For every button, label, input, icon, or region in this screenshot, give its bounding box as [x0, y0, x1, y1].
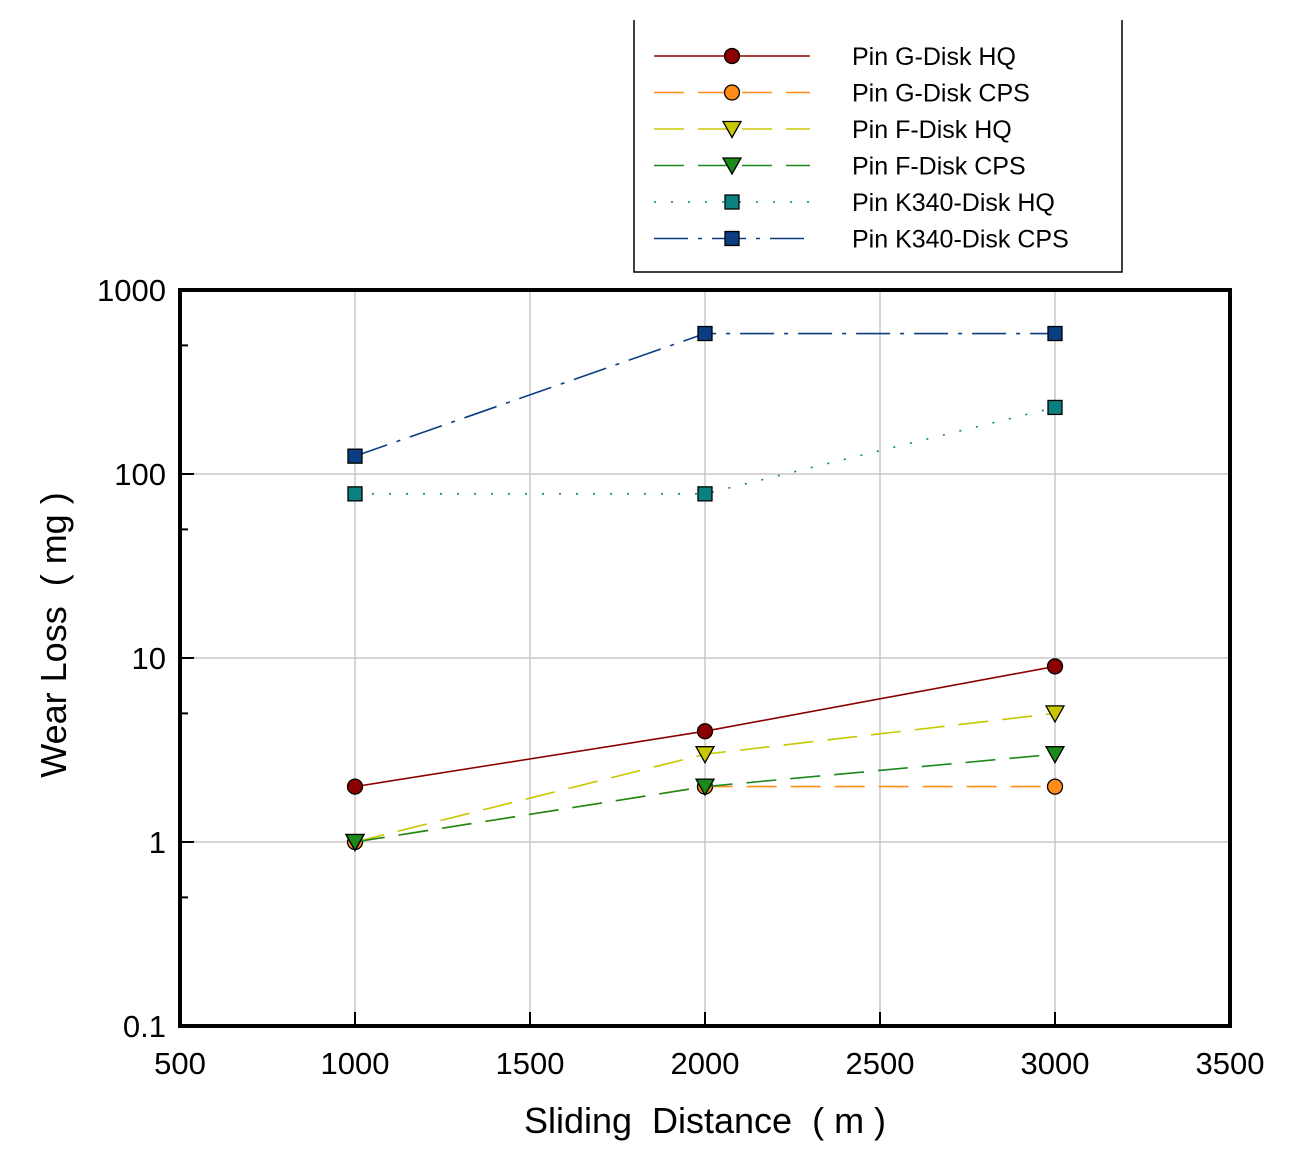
series-pin-f-disk-cps — [344, 746, 1066, 852]
series-pin-g-disk-hq — [346, 658, 1064, 795]
data-point-pin-k340-disk-cps — [1047, 325, 1063, 342]
legend-label-pin-g-disk-hq: Pin G-Disk HQ — [852, 43, 1016, 71]
series-group — [344, 325, 1066, 852]
data-point-pin-k340-disk-cps — [697, 325, 713, 342]
legend-marker-pin-f-disk-hq — [721, 120, 743, 139]
legend-marker-pin-k340-disk-cps — [724, 230, 740, 247]
y-tick-label: 100 — [114, 457, 166, 492]
legend-entry-pin-g-disk-hq: Pin G-Disk HQ — [654, 43, 1016, 71]
legend-entry-pin-k340-disk-hq: Pin K340-Disk HQ — [654, 189, 1055, 217]
legend-label-pin-f-disk-hq: Pin F-Disk HQ — [852, 116, 1012, 144]
x-tick-label: 500 — [154, 1046, 206, 1081]
data-point-pin-g-disk-hq — [346, 778, 364, 795]
y-tick-label: 1000 — [97, 273, 166, 308]
data-point-pin-f-disk-cps — [344, 833, 366, 852]
x-tick-label: 1500 — [496, 1046, 565, 1081]
data-point-pin-g-disk-cps — [1046, 778, 1064, 795]
data-point-pin-g-disk-hq — [1046, 658, 1064, 675]
legend-label-pin-g-disk-cps: Pin G-Disk CPS — [852, 80, 1030, 108]
tick-group: 500 1000 1500 2000 2500 3000 3500 0.1 1 10 100 1000 — [97, 273, 1264, 1081]
legend-label-pin-k340-disk-cps: Pin K340-Disk CPS — [852, 226, 1069, 254]
data-point-pin-f-disk-hq — [694, 746, 716, 765]
legend-label-pin-k340-disk-hq: Pin K340-Disk HQ — [852, 189, 1055, 217]
x-tick-label: 1000 — [321, 1046, 390, 1081]
y-tick-label: 10 — [132, 641, 166, 676]
data-point-pin-k340-disk-hq — [1047, 399, 1063, 416]
data-point-pin-g-disk-hq — [696, 723, 714, 740]
legend-box — [633, 20, 1123, 273]
y-tick-label: 0.1 — [123, 1009, 166, 1044]
legend: Pin G-Disk HQ Pin G-Disk CPS Pin F-Disk HQ… — [633, 20, 1123, 273]
data-point-pin-f-disk-hq — [1044, 705, 1066, 724]
y-axis-label: Wear Loss ( mg ) — [33, 492, 74, 777]
data-point-pin-k340-disk-hq — [347, 486, 363, 502]
series-pin-k340-disk-cps — [347, 325, 1063, 464]
legend-marker-pin-k340-disk-hq — [724, 194, 740, 210]
x-tick-label: 2500 — [846, 1046, 915, 1081]
legend-entry-pin-k340-disk-cps: Pin K340-Disk CPS — [654, 226, 1069, 254]
legend-entry-pin-g-disk-cps: Pin G-Disk CPS — [654, 80, 1030, 108]
y-tick-label: 1 — [149, 825, 166, 860]
grid-lines — [180, 290, 1230, 1026]
data-point-pin-k340-disk-hq — [697, 486, 713, 502]
x-tick-label: 2000 — [671, 1046, 740, 1081]
legend-marker-pin-g-disk-cps — [723, 84, 741, 101]
x-tick-label: 3500 — [1196, 1046, 1265, 1081]
legend-entry-pin-f-disk-hq: Pin F-Disk HQ — [654, 116, 1012, 144]
data-point-pin-f-disk-cps — [1044, 746, 1066, 765]
x-tick-label: 3000 — [1021, 1046, 1090, 1081]
x-axis-label: Sliding Distance ( m ) — [524, 1100, 886, 1141]
series-pin-k340-disk-hq — [347, 399, 1063, 502]
legend-entry-pin-f-disk-cps: Pin F-Disk CPS — [654, 153, 1026, 181]
legend-label-pin-f-disk-cps: Pin F-Disk CPS — [852, 153, 1026, 181]
data-point-pin-f-disk-cps — [694, 778, 716, 797]
legend-marker-pin-f-disk-cps — [721, 157, 743, 176]
data-point-pin-k340-disk-cps — [347, 448, 363, 464]
legend-marker-pin-g-disk-hq — [723, 47, 741, 65]
